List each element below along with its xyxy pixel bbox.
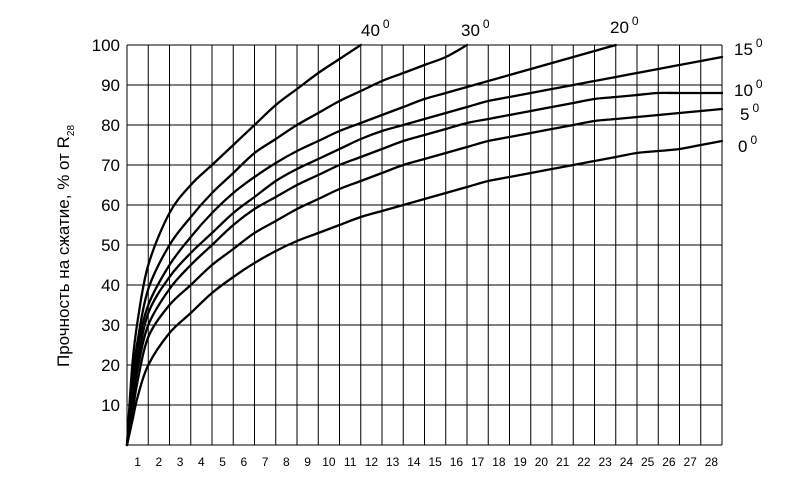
series-label-10: 10 0 <box>734 77 763 100</box>
curve-10-deg <box>125 91 724 447</box>
x-tick-label: 21 <box>556 455 570 469</box>
series-label-15: 15 0 <box>734 36 763 59</box>
series-label-40: 40 0 <box>361 17 390 40</box>
x-tick-label: 15 <box>428 455 442 469</box>
x-tick-label: 2 <box>156 455 163 469</box>
x-tick-label: 11 <box>344 455 357 469</box>
y-tick-labels: 10 20 30 40 50 60 70 80 90 100 <box>92 36 120 415</box>
series-label-20: 20 0 <box>610 14 639 37</box>
curve-5-deg <box>125 107 724 447</box>
series-label-30: 30 0 <box>461 17 490 40</box>
x-tick-label: 7 <box>262 455 269 469</box>
x-tick-label: 6 <box>241 455 248 469</box>
y-tick-label: 90 <box>101 76 120 95</box>
y-axis-label-main: Прочность на сжатие, % от R <box>54 136 73 367</box>
y-tick-label: 30 <box>101 316 120 335</box>
x-tick-label: 14 <box>407 455 421 469</box>
curve-0-deg <box>125 139 724 447</box>
curves <box>125 43 724 447</box>
x-tick-label: 8 <box>283 455 290 469</box>
x-tick-label: 27 <box>683 455 697 469</box>
y-axis-label: Прочность на сжатие, % от R28 <box>54 125 77 367</box>
x-tick-label: 12 <box>365 455 379 469</box>
y-tick-label: 60 <box>101 196 120 215</box>
x-tick-label: 17 <box>471 455 485 469</box>
x-tick-label: 13 <box>386 455 400 469</box>
x-tick-label: 20 <box>535 455 549 469</box>
y-axis-label-subscript: 28 <box>66 125 77 137</box>
series-labels: 40 0 30 0 20 0 15 0 10 05 0 0 0 <box>361 14 763 156</box>
x-tick-label: 9 <box>304 455 311 469</box>
grid <box>126 44 723 446</box>
x-tick-labels: 1 2 3 4 5 6 7 8 9 10 11 12 13 14 15 16 17 18 19 20 21 22 23 24 2… <box>134 455 718 469</box>
curve-15-deg <box>125 55 724 447</box>
x-tick-label: 3 <box>177 455 184 469</box>
x-tick-label: 22 <box>577 455 591 469</box>
x-tick-label: 23 <box>598 455 612 469</box>
curve-30-deg <box>125 43 469 447</box>
x-tick-label: 18 <box>492 455 506 469</box>
curve-20-deg <box>125 43 617 447</box>
y-tick-label: 100 <box>92 36 120 55</box>
x-tick-label: 1 <box>134 455 141 469</box>
y-tick-label: 20 <box>101 356 120 375</box>
y-tick-label: 50 <box>101 236 120 255</box>
y-tick-label: 40 <box>101 276 120 295</box>
x-tick-label: 10 <box>322 455 336 469</box>
x-tick-label: 25 <box>641 455 655 469</box>
y-tick-label: 80 <box>101 116 120 135</box>
x-tick-label: 28 <box>705 455 719 469</box>
x-tick-label: 19 <box>513 455 527 469</box>
curve-40-deg <box>125 43 362 447</box>
x-tick-label: 26 <box>662 455 676 469</box>
x-tick-label: 24 <box>620 455 634 469</box>
x-tick-label: 5 <box>219 455 226 469</box>
y-tick-label: 10 <box>101 396 120 415</box>
y-tick-label: 70 <box>101 156 120 175</box>
x-tick-label: 4 <box>198 455 205 469</box>
x-tick-label: 16 <box>450 455 464 469</box>
